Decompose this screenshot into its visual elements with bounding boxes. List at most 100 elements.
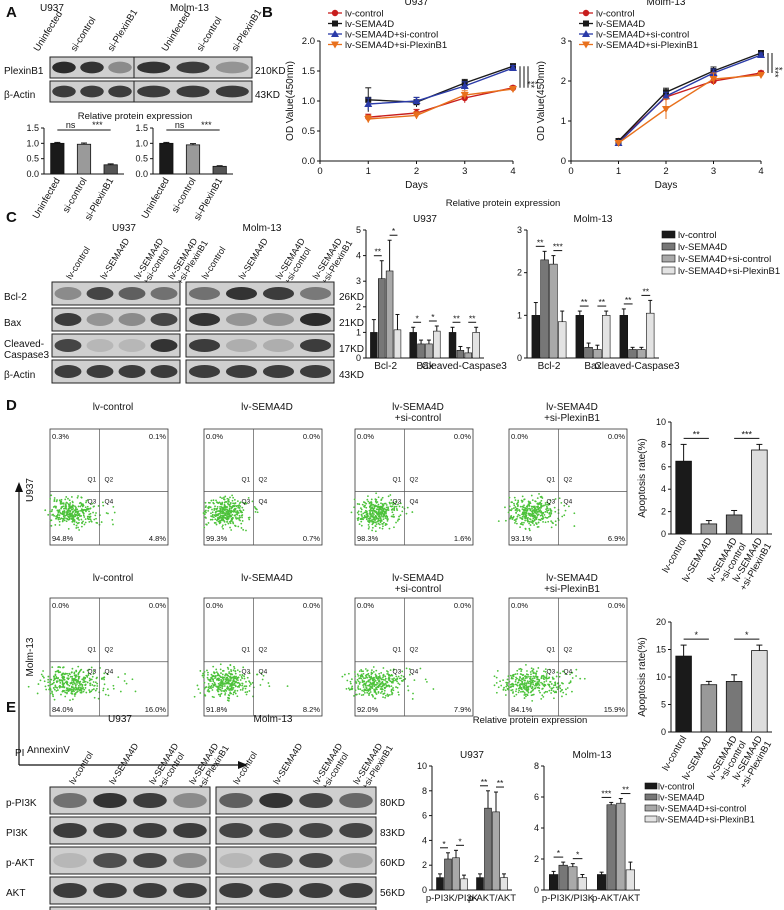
flow-dot (541, 515, 544, 518)
quadrant-pct: 0.0% (608, 601, 625, 610)
quadrant-name: Q2 (105, 647, 114, 654)
flow-dot (393, 509, 396, 512)
flow-dot (71, 688, 73, 691)
flow-dot (521, 500, 524, 502)
flow-dot (515, 522, 518, 525)
flow-dot (393, 505, 396, 508)
flow-dot (125, 682, 128, 685)
e-blot-molm-band (339, 882, 373, 899)
flow-dot (534, 687, 537, 689)
flow-dot (88, 691, 91, 694)
flow-dot (361, 503, 364, 506)
flow-dot (74, 515, 76, 518)
x-tick-label: 3 (462, 166, 467, 177)
flow-dot (229, 503, 232, 505)
x-axis-label: Days (405, 180, 428, 191)
flow-dot (523, 515, 526, 518)
flow-dot (196, 684, 199, 687)
flow-dot (389, 505, 392, 508)
flow-dot (71, 698, 74, 701)
flow-dot (218, 674, 221, 677)
flow-dot (393, 677, 395, 680)
sig-mark: *** (741, 429, 752, 439)
flow-dot (392, 689, 395, 692)
flow-dot (520, 683, 523, 686)
flow-dot (375, 683, 378, 686)
flow-dot (358, 693, 361, 695)
a-blot-u937-band (52, 85, 76, 98)
flow-dot (50, 494, 53, 497)
quadrant-name: Q2 (105, 477, 114, 484)
e-row-label: PI3K (6, 828, 28, 839)
flow-dot (380, 671, 383, 674)
c-molm-lane-label: lv-SEMA4D (237, 236, 270, 281)
flow-dot (546, 509, 548, 512)
flow-dot (71, 518, 74, 521)
quadrant-name: Q2 (259, 647, 268, 654)
flow-dot (236, 517, 239, 520)
flow-dot (223, 505, 226, 508)
flow-dot (233, 498, 236, 501)
a-blot-u937-band (108, 85, 132, 98)
flow-dot (80, 683, 83, 686)
flow-dot (521, 681, 524, 683)
flow-dot (371, 682, 374, 684)
flow-dot (221, 687, 224, 690)
flow-dot (362, 518, 364, 521)
flow-dot (53, 514, 55, 517)
flow-dot (527, 682, 530, 685)
pi-axis-label: PI (15, 748, 24, 759)
flow-dot (80, 525, 83, 528)
flow-dot (75, 670, 78, 673)
flow-dot (535, 672, 538, 675)
flow-dot (377, 522, 380, 525)
flow-dot (529, 682, 531, 685)
flow-dot (62, 510, 65, 513)
flow-dot (384, 677, 387, 680)
flow-dot (215, 671, 218, 674)
flow-dot (518, 686, 521, 689)
flow-dot (88, 510, 90, 513)
flow-dot (234, 689, 236, 692)
flow-dot (240, 527, 243, 529)
y-tick-label: 0 (517, 353, 522, 363)
category-label: Cleaved-Caspase3 (594, 361, 679, 372)
category-label: Uninfected (31, 176, 63, 221)
x-tick-label: 0 (317, 166, 322, 177)
flow-dot (238, 517, 241, 520)
quadrant-name: Q3 (88, 669, 97, 676)
flow-dot (93, 669, 95, 672)
flow-dot (36, 692, 39, 695)
flow-dot (565, 693, 568, 696)
flow-dot (65, 513, 68, 515)
y-axis-label: OD Value(450nm) (285, 61, 296, 141)
e-molm-lane-label: lv-control (231, 750, 259, 786)
flow-dot (242, 687, 244, 690)
flow-dot (211, 695, 214, 698)
flow-dot (360, 520, 363, 523)
marker (614, 140, 623, 147)
flow-dot (552, 690, 555, 693)
sig-mark: ns (175, 120, 185, 130)
flow-dot (545, 675, 548, 677)
flow-dot (386, 516, 389, 519)
flow-dot (502, 688, 505, 691)
flow-dot (78, 529, 81, 531)
flow-dot (379, 507, 381, 510)
flow-dot (238, 514, 241, 517)
c-blot-u937-band (150, 313, 178, 326)
flow-dot (239, 519, 242, 522)
x-tick-label: 2 (663, 166, 668, 177)
flow-dot (77, 526, 79, 529)
flow-dot (363, 690, 365, 692)
flow-dot (391, 674, 394, 677)
flow-dot (92, 511, 94, 514)
flow-dot (548, 685, 551, 688)
flow-dot (240, 514, 243, 517)
flow-dot (354, 680, 357, 683)
flow-dot (58, 524, 61, 526)
flow-dot (551, 676, 554, 679)
flow-dot (80, 496, 83, 499)
quadrant-pct: 99.3% (206, 534, 228, 543)
flow-dot (221, 515, 223, 517)
